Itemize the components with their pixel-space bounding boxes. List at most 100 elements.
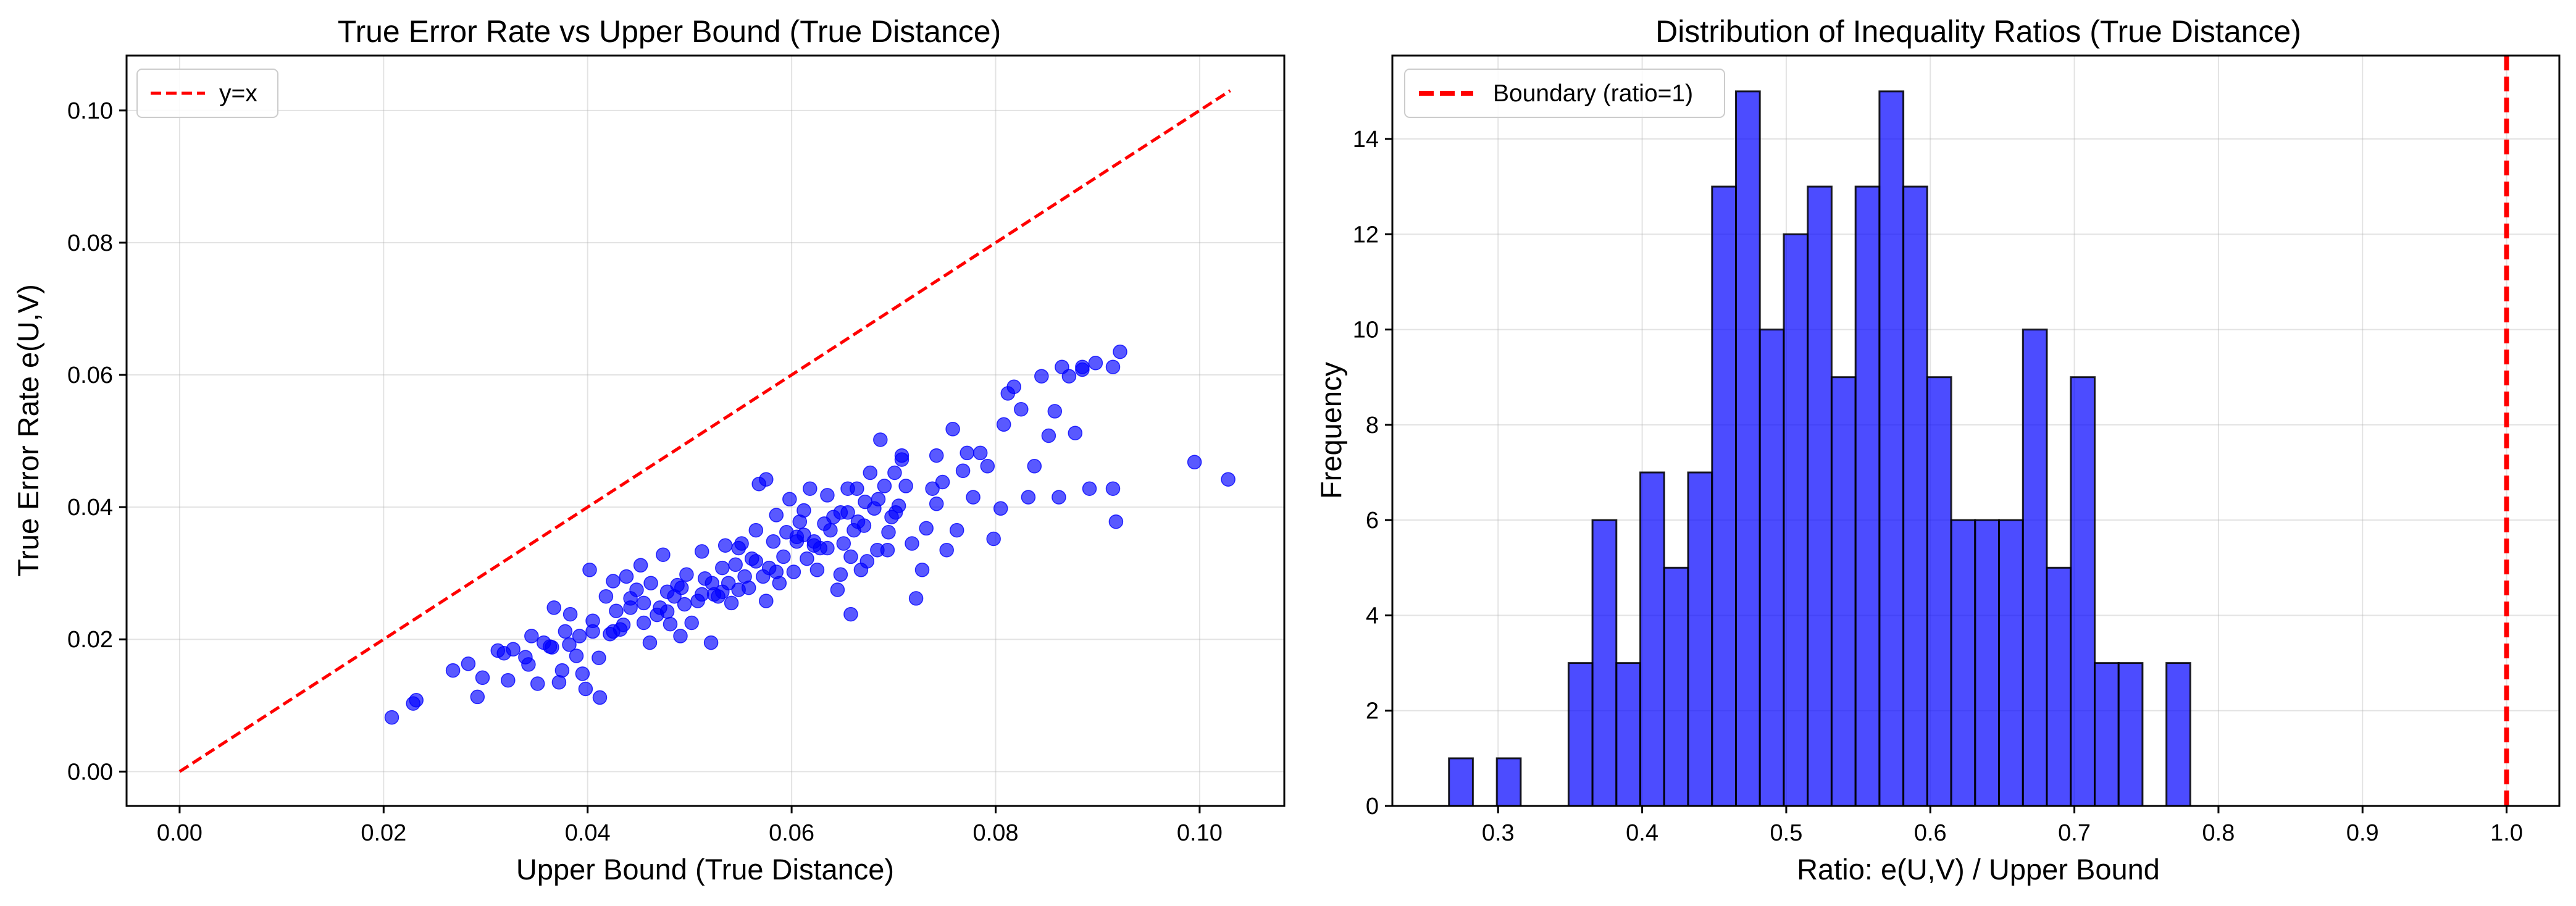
scatter-point: [929, 448, 944, 463]
scatter-point: [823, 522, 838, 538]
scatter-point: [703, 635, 719, 650]
x-tick-label: 0.10: [1177, 820, 1223, 846]
scatter-point: [1027, 459, 1042, 474]
scatter-point: [717, 538, 733, 553]
histogram-bar: [1854, 185, 1881, 807]
scatter-point: [741, 580, 756, 595]
scatter-point: [898, 479, 913, 493]
scatter-point: [1021, 490, 1036, 505]
scatter-point: [592, 650, 606, 665]
y-tick-label: 0.06: [67, 363, 113, 388]
scatter-point: [830, 582, 845, 597]
scatter-chart: True Error Rate vs Upper Bound (True Dis…: [12, 14, 1286, 886]
scatter-point: [966, 490, 981, 505]
histogram-bar: [1878, 90, 1905, 807]
scatter-point: [843, 549, 858, 564]
scatter-point: [578, 681, 593, 697]
plot-frame: [125, 54, 1286, 807]
scatter-point: [1052, 490, 1066, 505]
scatter-point: [461, 656, 476, 671]
x-tick-label: 0.06: [769, 820, 814, 846]
scatter-point: [724, 595, 739, 611]
scatter-point: [776, 549, 791, 564]
histogram-bar: [1663, 566, 1689, 807]
scatter-point: [786, 564, 801, 579]
scatter-point: [582, 563, 597, 577]
scatter-point: [636, 615, 651, 631]
scatter-point: [888, 505, 903, 520]
scatter-point: [694, 544, 709, 559]
scatter-point: [748, 554, 764, 569]
legend: y=x: [136, 69, 278, 118]
scatter-point: [1088, 356, 1103, 371]
y-ticks: 0 2 4 6 8 10 12 14: [1353, 127, 1392, 820]
scatter-point: [684, 615, 699, 631]
x-tick-label: 1.0: [2490, 820, 2523, 846]
y-tick-label: 10: [1353, 317, 1379, 343]
scatter-point: [731, 540, 746, 556]
scatter-point: [545, 640, 559, 655]
histogram-bar: [1950, 519, 1976, 807]
scatter-point: [894, 452, 910, 467]
scatter-point: [619, 569, 634, 584]
scatter-point: [871, 492, 886, 507]
scatter-point: [715, 584, 730, 599]
reference-line-layer: [178, 89, 1231, 773]
scatter-point: [598, 589, 614, 604]
histogram-bar: [1926, 376, 1952, 807]
x-tick-label: 0.9: [2346, 820, 2379, 846]
scatter-point: [881, 525, 896, 540]
scatter-point: [679, 567, 694, 582]
scatter-point: [636, 595, 651, 611]
scatter-point: [642, 635, 658, 650]
scatter-point: [1187, 455, 1202, 470]
scatter-point: [558, 624, 573, 639]
y-tick-label: 4: [1366, 603, 1379, 629]
histogram-bar: [1687, 471, 1713, 807]
scatter-point: [908, 591, 924, 606]
scatter-point: [673, 629, 688, 644]
scatter-point: [766, 534, 781, 549]
legend-box: [136, 69, 278, 118]
histogram-bar: [1998, 519, 2024, 807]
scatter-point: [572, 629, 587, 644]
scatter-point: [656, 547, 671, 562]
scatter-point: [993, 501, 1008, 516]
x-axis-label: Ratio: e(U,V) / Upper Bound: [1797, 853, 2160, 886]
scatter-point: [873, 432, 888, 447]
scatter-point: [789, 534, 805, 549]
x-tick-label: 0.04: [565, 820, 611, 846]
y-ticks: 0.00 0.02 0.04 0.06 0.08 0.10: [67, 98, 127, 785]
histogram-bar: [1735, 90, 1761, 807]
histogram-bar: [1758, 329, 1785, 807]
histogram-bar: [2165, 662, 2191, 807]
histogram-bars: [1448, 90, 2191, 807]
scatter-point: [609, 603, 624, 618]
histogram-bar: [1567, 662, 1594, 807]
x-tick-label: 0.6: [1914, 820, 1947, 846]
scatter-point: [843, 606, 858, 622]
histogram-bar: [1974, 519, 2001, 807]
scatter-point: [935, 474, 950, 490]
scatter-point: [530, 676, 545, 691]
scatter-point: [840, 481, 855, 496]
scatter-point: [914, 563, 930, 577]
grid-lines: [127, 56, 1284, 806]
scatter-point: [919, 521, 934, 536]
scatter-point: [1105, 481, 1121, 496]
y-tick-label: 8: [1366, 413, 1379, 438]
scatter-point: [1061, 369, 1077, 384]
scatter-point: [521, 657, 536, 672]
scatter-point: [769, 564, 784, 579]
histogram-bar: [1639, 471, 1665, 807]
y-tick-label: 0.10: [67, 98, 113, 124]
legend-box: [1404, 69, 1725, 118]
scatter-point: [1113, 344, 1127, 359]
scatter-point: [877, 479, 892, 493]
histogram-bar: [2022, 329, 2048, 807]
scatter-point: [606, 624, 621, 639]
scatter-point: [1041, 428, 1056, 443]
scatter-point: [925, 481, 940, 496]
y-tick-label: 12: [1353, 222, 1379, 248]
scatter-point: [659, 604, 675, 619]
